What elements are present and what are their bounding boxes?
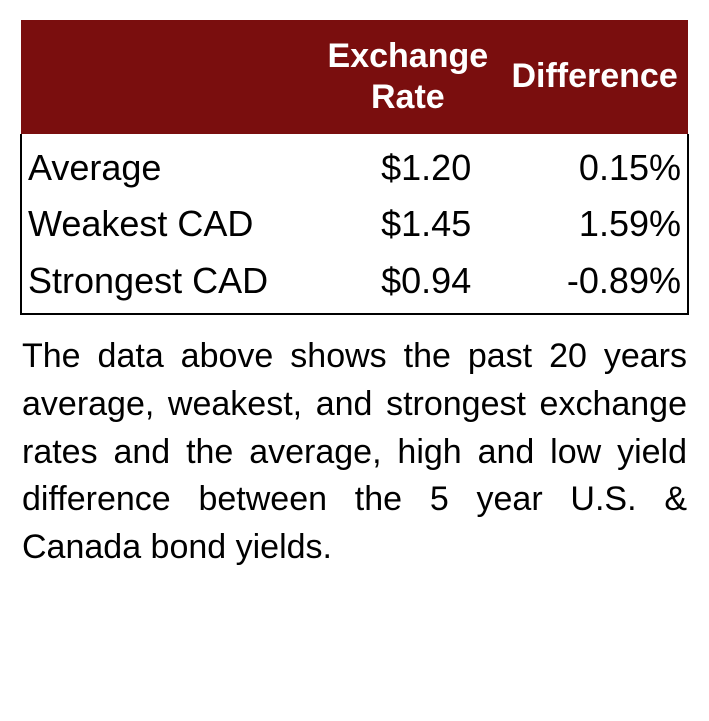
row-label: Strongest CAD — [21, 253, 314, 315]
row-difference: 0.15% — [501, 134, 688, 197]
table-row: Average $1.20 0.15% — [21, 134, 688, 197]
exchange-rate-block: Exchange Rate Difference Average $1.20 0… — [20, 20, 689, 571]
row-exchange-rate: $1.20 — [314, 134, 501, 197]
table-caption: The data above shows the past 20 years a… — [20, 333, 689, 571]
row-label: Average — [21, 134, 314, 197]
row-label: Weakest CAD — [21, 196, 314, 253]
row-difference: -0.89% — [501, 253, 688, 315]
row-exchange-rate: $0.94 — [314, 253, 501, 315]
table-row: Strongest CAD $0.94 -0.89% — [21, 253, 688, 315]
col-header-blank — [21, 20, 314, 134]
table-row: Weakest CAD $1.45 1.59% — [21, 196, 688, 253]
col-header-difference: Difference — [501, 20, 688, 134]
exchange-rate-table: Exchange Rate Difference Average $1.20 0… — [20, 20, 689, 315]
row-difference: 1.59% — [501, 196, 688, 253]
table-header-row: Exchange Rate Difference — [21, 20, 688, 134]
col-header-exchange-rate: Exchange Rate — [314, 20, 501, 134]
row-exchange-rate: $1.45 — [314, 196, 501, 253]
